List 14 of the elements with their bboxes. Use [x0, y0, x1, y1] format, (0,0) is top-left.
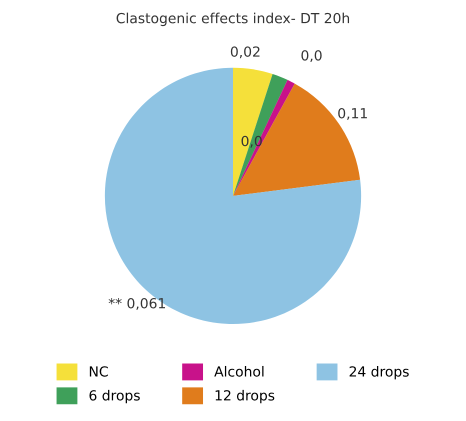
text: 0,02 — [230, 46, 260, 58]
legend-label: 24 drops — [350, 366, 409, 380]
text: 0,11 — [338, 108, 367, 120]
text: ** 0,061 — [108, 298, 165, 310]
text: 0,0 — [242, 136, 262, 148]
chart-title: Clastogenic effects index- DT 20h — [116, 12, 350, 26]
pie-slice — [233, 80, 295, 196]
legend-label: Alcohol — [214, 366, 264, 377]
pie-slice — [233, 68, 273, 196]
text: 0,0 — [301, 50, 322, 62]
legend-label: 12 drops — [216, 390, 274, 404]
legend-label: NC — [90, 366, 108, 377]
pie-slice — [233, 74, 288, 196]
legend-label: 6 drops — [89, 390, 140, 404]
